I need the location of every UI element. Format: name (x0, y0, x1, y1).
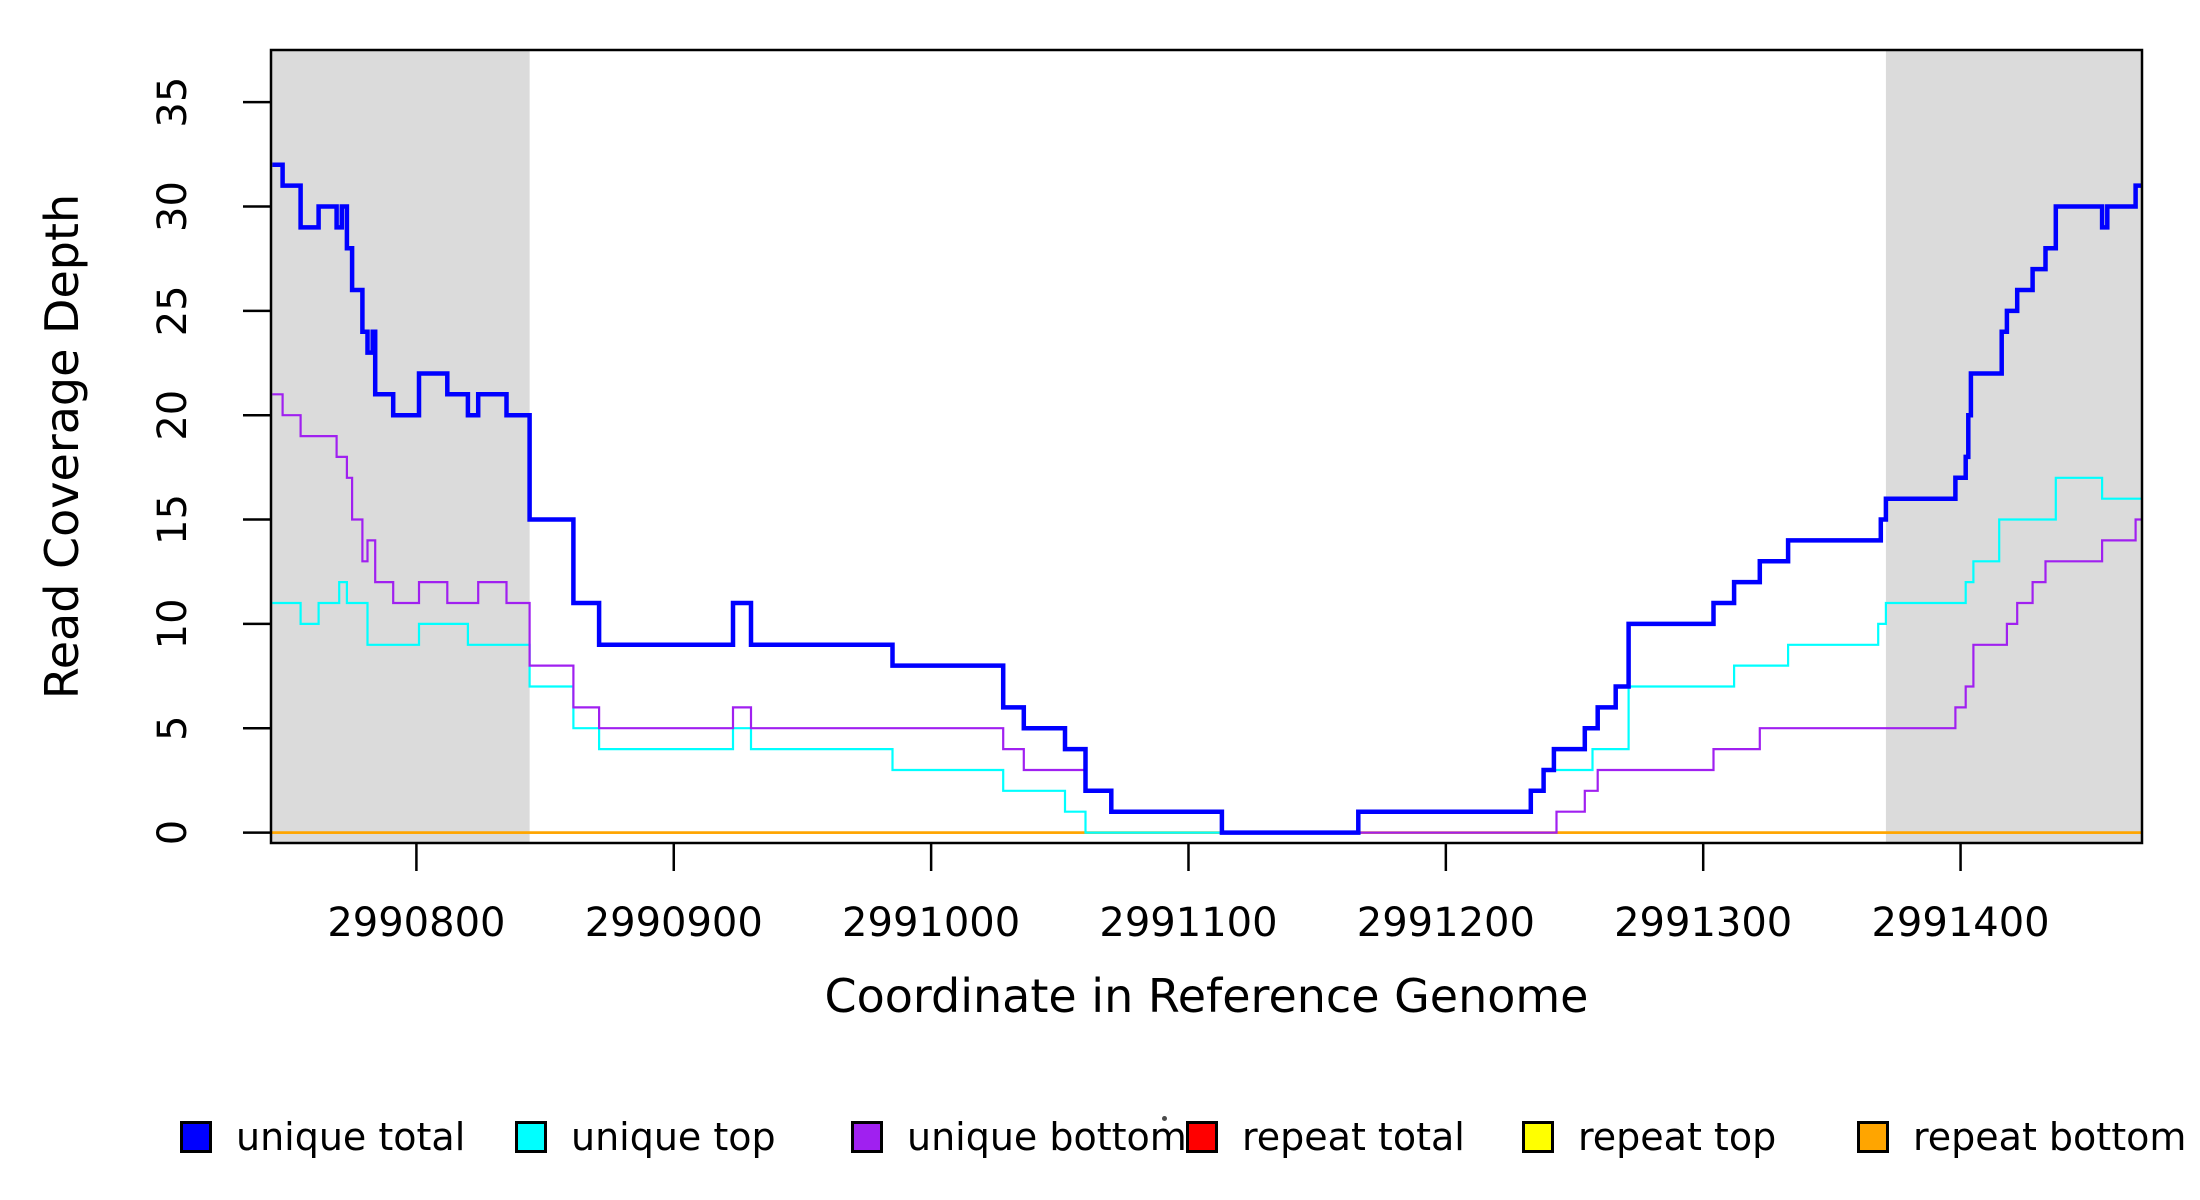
shaded-region-right-repeat-flank (1885, 50, 2142, 843)
x-tick-label: 2991000 (842, 900, 1020, 946)
legend-swatch-repeat-top (1522, 1121, 1554, 1153)
y-tick-label: 35 (150, 77, 196, 128)
x-tick-label: 2991200 (1357, 900, 1535, 946)
legend-item-repeat-bottom: repeat bottom (1857, 1118, 2186, 1156)
series-line-unique-total (272, 162, 2142, 835)
plot-border (269, 48, 2144, 845)
y-axis-title: Read Coverage Depth (35, 194, 89, 699)
y-tick-label: 30 (150, 181, 196, 232)
legend-item-repeat-top: repeat top (1522, 1118, 1776, 1156)
legend-label-repeat-top: repeat top (1578, 1115, 1777, 1159)
y-tick-label: 5 (150, 715, 196, 740)
y-tick-label: 25 (150, 285, 196, 336)
legend-swatch-repeat-bottom (1857, 1121, 1889, 1153)
legend-label-repeat-bottom: repeat bottom (1913, 1115, 2187, 1159)
y-tick-label: 20 (150, 390, 196, 441)
legend-swatch-unique-top (515, 1121, 547, 1153)
legend-label-unique-top: unique top (571, 1115, 776, 1159)
y-tick-label: 10 (150, 598, 196, 649)
legend-item-unique-total: unique total (180, 1118, 465, 1156)
y-tick-label: 0 (150, 820, 196, 845)
x-tick-label: 2991300 (1614, 900, 1792, 946)
x-tick-label: 2990900 (585, 900, 763, 946)
legend-label-unique-total: unique total (236, 1115, 466, 1159)
series-line-unique-top (272, 476, 2142, 834)
x-axis-title: Coordinate in Reference Genome (825, 969, 1589, 1023)
x-tick-label: 2991100 (1099, 900, 1277, 946)
legend-label-unique-bottom: unique bottom (907, 1115, 1187, 1159)
legend-item-repeat-total: repeat total (1186, 1118, 1465, 1156)
series-line-unique-bottom (272, 393, 2142, 834)
legend-swatch-unique-bottom (851, 1121, 883, 1153)
legend-label-repeat-total: repeat total (1242, 1115, 1465, 1159)
y-tick-label: 15 (150, 494, 196, 545)
stray-mark (1162, 1116, 1167, 1121)
legend-swatch-repeat-total (1186, 1121, 1218, 1153)
x-tick-label: 2991400 (1871, 900, 2049, 946)
shaded-region-left-repeat-flank (271, 50, 530, 843)
legend-swatch-unique-total (180, 1121, 212, 1153)
legend-item-unique-top: unique top (515, 1118, 776, 1156)
legend-item-unique-bottom: unique bottom (851, 1118, 1187, 1156)
x-tick-label: 2990800 (327, 900, 505, 946)
